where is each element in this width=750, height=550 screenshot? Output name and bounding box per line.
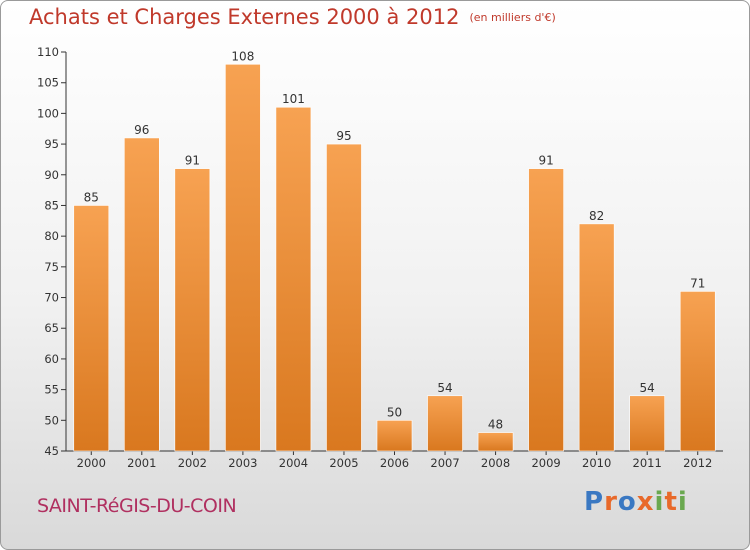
x-tick-label: 2009 <box>531 456 560 470</box>
bar <box>124 137 160 452</box>
chart-title: Achats et Charges Externes 2000 à 2012 (e… <box>29 5 556 29</box>
y-tick-label: 80 <box>44 229 59 243</box>
y-tick-label: 60 <box>44 352 59 366</box>
x-tick-label: 2004 <box>279 456 308 470</box>
y-tick-label: 110 <box>37 45 59 59</box>
bar <box>174 168 211 452</box>
bar <box>427 395 463 452</box>
y-tick-label: 55 <box>44 383 59 397</box>
commune-name: SAINT-RéGIS-DU-COIN <box>37 495 237 517</box>
y-tick-label: 100 <box>37 106 59 120</box>
bar <box>679 291 716 452</box>
logo-letter: x <box>636 487 655 517</box>
bar <box>275 106 312 452</box>
chart-unit: (en milliers d'€) <box>469 11 556 24</box>
y-tick-label: 105 <box>37 76 59 90</box>
data-label: 91 <box>538 154 553 168</box>
y-tick-label: 85 <box>44 198 59 212</box>
y-tick-label: 75 <box>44 260 59 274</box>
data-label: 48 <box>488 418 503 432</box>
chart-title-text: Achats et Charges Externes 2000 à 2012 <box>29 5 460 29</box>
x-tick-label: 2000 <box>77 456 106 470</box>
data-label: 54 <box>640 381 655 395</box>
x-tick-label: 2001 <box>127 456 156 470</box>
data-label: 91 <box>185 154 200 168</box>
data-label: 71 <box>690 276 705 290</box>
data-label: 101 <box>282 92 305 106</box>
data-label: 85 <box>84 190 99 204</box>
data-label: 95 <box>336 129 351 143</box>
logo-letter: i <box>677 487 688 517</box>
x-tick-label: 2007 <box>430 456 459 470</box>
y-tick-label: 70 <box>44 291 59 305</box>
bar <box>326 143 362 452</box>
x-tick-label: 2011 <box>633 456 662 470</box>
x-tick-label: 2008 <box>481 456 510 470</box>
bar <box>225 63 261 452</box>
data-label: 54 <box>437 381 452 395</box>
logo-letter: o <box>617 487 637 517</box>
logo-letter: r <box>604 487 618 517</box>
x-tick-label: 2010 <box>582 456 611 470</box>
y-tick-label: 45 <box>44 444 59 458</box>
bars <box>73 63 716 452</box>
x-tick-label: 2002 <box>178 456 207 470</box>
data-label: 96 <box>134 123 149 137</box>
axes: 45 50 55 60 65 70 75 80 85 90 95 100 105 110 2000 2001 2… <box>37 45 723 470</box>
data-labels: 85 96 91 108 101 95 50 54 48 91 82 54 71 <box>84 49 706 431</box>
data-label: 82 <box>589 209 604 223</box>
x-tick-label: 2012 <box>683 456 712 470</box>
proxiti-logo: Proxiti <box>584 487 688 517</box>
y-tick-label: 50 <box>44 413 59 427</box>
bar <box>578 223 615 452</box>
x-tick-label: 2003 <box>228 456 257 470</box>
bar <box>376 420 413 452</box>
bar <box>477 432 514 452</box>
y-tick-label: 95 <box>44 137 59 151</box>
y-tick-label: 65 <box>44 321 59 335</box>
data-label: 50 <box>387 405 402 419</box>
logo-letter: t <box>664 487 678 517</box>
x-tick-label: 2006 <box>380 456 409 470</box>
logo-letter: i <box>654 487 665 517</box>
bar <box>528 168 564 452</box>
x-tick-label: 2005 <box>329 456 358 470</box>
bar <box>73 205 110 452</box>
logo-letter: P <box>584 487 605 517</box>
y-tick-label: 90 <box>44 168 59 182</box>
bar <box>629 395 665 452</box>
data-label: 108 <box>231 49 254 63</box>
